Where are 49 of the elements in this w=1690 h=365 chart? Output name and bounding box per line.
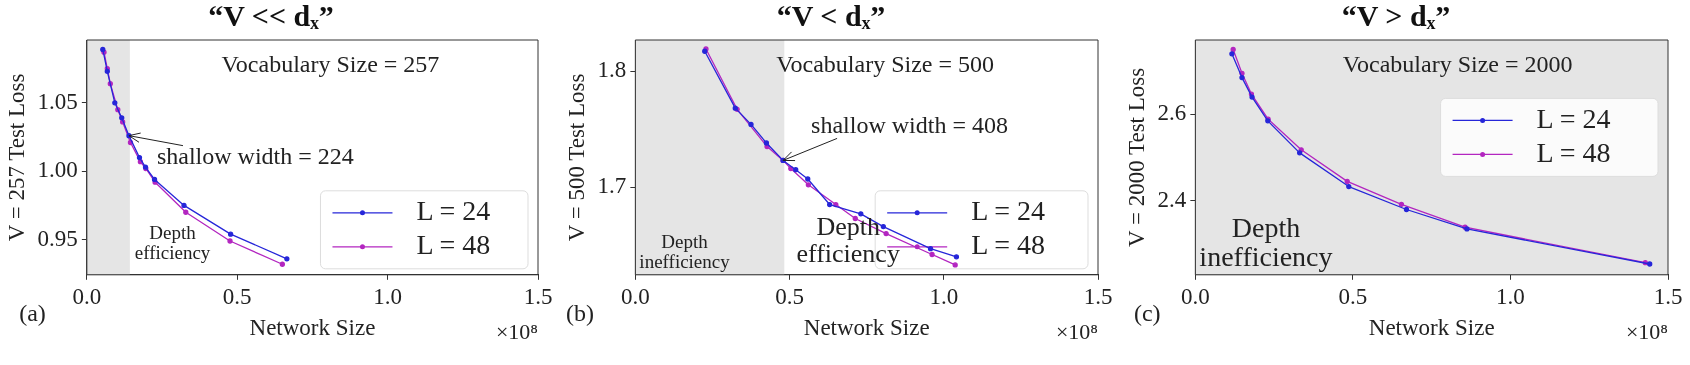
y-axis-title: V = 500 Test Loss — [563, 73, 589, 242]
legend-label: L = 48 — [416, 229, 491, 261]
x-tick-label: 1.5 — [1653, 283, 1683, 309]
annotation: Depth efficiency — [796, 212, 900, 269]
x-tick-label: 0.5 — [222, 283, 252, 309]
y-tick-label: 1.00 — [37, 157, 78, 183]
y-tick-label: 1.8 — [597, 57, 627, 83]
text: ×10⁸ — [1055, 319, 1098, 345]
x-tick-label: 1.0 — [373, 283, 402, 309]
annotation: shallow width = 408 — [811, 111, 1008, 138]
chart-title: “V << dₓ” — [208, 0, 334, 32]
annotation: Vocabulary Size = 500 — [776, 51, 995, 78]
text: (a) — [19, 300, 46, 327]
annotation: Depth efficiency — [134, 222, 211, 264]
x-tick-label: 1.5 — [523, 283, 553, 309]
legend-label: L = 24 — [416, 195, 491, 227]
y-tick-label: 1.05 — [37, 88, 78, 114]
text: ×10⁸ — [495, 319, 538, 345]
x-tick-label: 1.0 — [1496, 283, 1525, 309]
x-axis-title: Network Size — [249, 315, 376, 341]
legend-label: L = 24 — [971, 195, 1046, 227]
legend-label: L = 48 — [971, 229, 1046, 261]
annotation: Vocabulary Size = 257 — [221, 51, 440, 78]
y-tick-label: 0.95 — [37, 225, 78, 251]
band-label: Depth inefficiency — [639, 231, 731, 273]
x-tick-label: 0.0 — [620, 283, 650, 309]
text: (c) — [1133, 300, 1161, 327]
band-label: Depth inefficiency — [1199, 211, 1333, 273]
x-tick-label: 1.5 — [1083, 283, 1113, 309]
y-axis-title: V = 2000 Test Loss — [1123, 67, 1149, 247]
y-tick-label: 2.4 — [1157, 186, 1187, 212]
annotation: shallow width = 224 — [156, 142, 354, 169]
x-tick-label: 0.5 — [1338, 283, 1368, 309]
y-tick-label: 2.6 — [1157, 100, 1187, 126]
x-tick-label: 0.0 — [72, 283, 102, 309]
x-tick-label: 0.5 — [775, 283, 804, 309]
chart-title: “V > dₓ” — [1341, 0, 1451, 32]
x-tick-label: 1.0 — [929, 283, 959, 309]
x-axis-title: Network Size — [1368, 315, 1495, 341]
chart-title: “V < dₓ” — [776, 0, 886, 32]
x-tick-label: 0.0 — [1180, 283, 1210, 309]
text: (b) — [565, 300, 594, 327]
legend-label: L = 24 — [1536, 102, 1611, 134]
y-axis-title: V = 257 Test Loss — [3, 73, 29, 242]
text: ×10⁸ — [1625, 319, 1668, 345]
x-axis-title: Network Size — [803, 315, 930, 341]
y-tick-label: 1.7 — [597, 173, 627, 199]
annotation: Vocabulary Size = 2000 — [1342, 51, 1573, 78]
legend-label: L = 48 — [1536, 136, 1611, 168]
